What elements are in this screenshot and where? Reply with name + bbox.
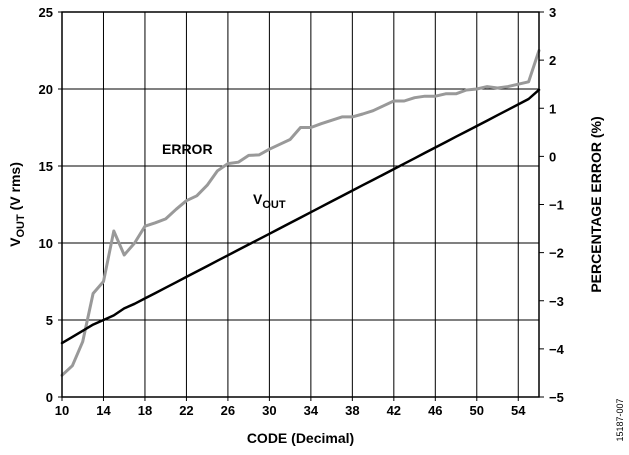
- y-right-tick-label: 1: [549, 101, 556, 116]
- plot-frame: [61, 11, 540, 398]
- x-tick-label: 22: [179, 403, 193, 418]
- y-left-tick-label: 5: [46, 313, 53, 328]
- y-left-tick-label: 25: [39, 5, 53, 20]
- y-left-tick-label: 20: [39, 82, 53, 97]
- y-left-title-sub: OUT: [15, 214, 27, 238]
- y-right-tick-label: 2: [549, 53, 556, 68]
- grid: [58, 11, 544, 401]
- y-left-tick-label: 0: [46, 390, 53, 405]
- y-right-tick-label: 0: [549, 149, 556, 164]
- y-left-title-main: V: [7, 237, 23, 247]
- x-tick-label: 14: [96, 403, 111, 418]
- series-layer: [60, 49, 541, 377]
- y-left-title-rest: (V rms): [7, 162, 23, 214]
- y-left-axis-title: VOUT (V rms): [7, 162, 27, 247]
- x-tick-label: 50: [470, 403, 484, 418]
- series-line-error: [60, 49, 541, 377]
- x-tick-label: 10: [55, 403, 69, 418]
- figure-id: 15187-007: [615, 398, 625, 441]
- x-tick-label: 54: [511, 403, 526, 418]
- y-right-tick-label: −2: [549, 246, 564, 261]
- vout-annotation-sub: OUT: [262, 199, 286, 211]
- x-tick-label: 26: [221, 403, 235, 418]
- x-tick-label: 34: [304, 403, 319, 418]
- y-right-tick-label: −1: [549, 198, 564, 213]
- y-left-tick-label: 10: [39, 236, 53, 251]
- x-axis-title: CODE (Decimal): [247, 430, 354, 446]
- error-annotation: ERROR: [162, 141, 213, 157]
- y-right-tick-label: −3: [549, 294, 564, 309]
- x-tick-label: 42: [387, 403, 401, 418]
- x-tick-label: 46: [428, 403, 442, 418]
- vout-annotation-main: V: [253, 191, 263, 207]
- x-tick-label: 38: [345, 403, 359, 418]
- x-tick-label: 18: [138, 403, 152, 418]
- y-right-tick-label: −4: [549, 342, 565, 357]
- vout-annotation: VOUT: [253, 191, 286, 211]
- y-left-tick-label: 15: [39, 159, 53, 174]
- series-line-vout: [60, 88, 541, 345]
- x-tick-label: 30: [262, 403, 276, 418]
- y-right-tick-label: −5: [549, 390, 564, 405]
- y-right-tick-label: 3: [549, 5, 556, 20]
- y-right-axis-title: PERCENTAGE ERROR (%): [588, 116, 604, 292]
